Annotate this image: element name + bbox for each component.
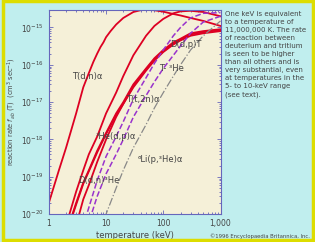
Text: T- ³He: T- ³He (159, 64, 184, 73)
Text: D(d,n)³He: D(d,n)³He (78, 176, 119, 185)
Text: T(t,2n)α: T(t,2n)α (126, 95, 159, 104)
Text: ©1996 Encyclopaedia Britannica, Inc.: ©1996 Encyclopaedia Britannica, Inc. (210, 234, 310, 239)
Text: D(d,p)T: D(d,p)T (170, 40, 201, 49)
Text: One keV is equivalent
to a temperature of
11,000,000 K. The rate
of reaction bet: One keV is equivalent to a temperature o… (225, 11, 306, 98)
Text: ³He(d,p)α: ³He(d,p)α (95, 132, 136, 141)
Text: T(d,n)α: T(d,n)α (72, 72, 102, 81)
Y-axis label: reaction rate $f_{ab}$ (T)  (cm$^3$ sec$^{-1}$): reaction rate $f_{ab}$ (T) (cm$^3$ sec$^… (6, 57, 18, 166)
Text: ⁶Li(p,³He)α: ⁶Li(p,³He)α (137, 155, 183, 164)
X-axis label: temperature (keV): temperature (keV) (96, 231, 174, 240)
